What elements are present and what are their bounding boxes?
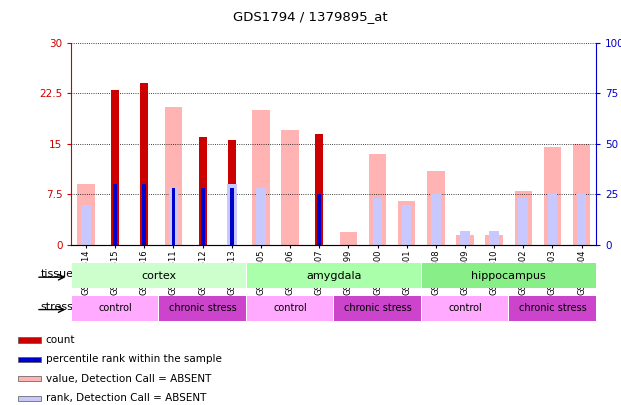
Bar (548, 194, 557, 245)
Text: chronic stress: chronic stress (519, 303, 586, 313)
Bar (431, 194, 441, 245)
Text: tissue: tissue (40, 269, 73, 279)
Bar (252, 110, 270, 245)
Text: GDS1794 / 1379895_at: GDS1794 / 1379895_at (233, 10, 388, 23)
Bar (19, 357, 42, 362)
Bar (256, 188, 266, 245)
Bar (422, 263, 596, 288)
Bar (577, 194, 586, 245)
Bar (247, 263, 420, 288)
Bar (398, 201, 415, 245)
Bar (340, 232, 357, 245)
Bar (509, 296, 596, 321)
Text: count: count (45, 335, 75, 345)
Text: control: control (448, 303, 482, 313)
Bar (19, 396, 42, 401)
Bar (247, 296, 333, 321)
Bar (160, 296, 246, 321)
Bar (19, 376, 42, 382)
Text: value, Detection Call = ABSENT: value, Detection Call = ABSENT (45, 374, 211, 384)
Text: stress: stress (40, 302, 73, 312)
Bar (515, 191, 532, 245)
Bar (72, 263, 246, 288)
Text: cortex: cortex (142, 271, 176, 281)
Bar (369, 154, 386, 245)
Bar (140, 83, 148, 245)
Bar (489, 231, 499, 245)
Text: control: control (98, 303, 132, 313)
Text: hippocampus: hippocampus (471, 271, 546, 281)
Bar (486, 235, 503, 245)
Bar (19, 337, 42, 343)
Bar (373, 198, 383, 245)
Text: chronic stress: chronic stress (343, 303, 411, 313)
Bar (317, 194, 321, 245)
Bar (573, 144, 591, 245)
Bar (334, 296, 420, 321)
Bar (169, 188, 178, 245)
Bar (201, 188, 204, 245)
Bar (142, 184, 146, 245)
Bar (113, 184, 117, 245)
Bar (72, 296, 158, 321)
Bar (422, 296, 508, 321)
Bar (519, 198, 528, 245)
Text: control: control (273, 303, 307, 313)
Bar (165, 107, 182, 245)
Bar (315, 134, 323, 245)
Bar (544, 147, 561, 245)
Bar (81, 205, 91, 245)
Bar (199, 137, 207, 245)
Text: amygdala: amygdala (306, 271, 361, 281)
Bar (427, 171, 445, 245)
Text: percentile rank within the sample: percentile rank within the sample (45, 354, 221, 364)
Bar (171, 188, 175, 245)
Bar (111, 90, 119, 245)
Bar (230, 188, 233, 245)
Bar (227, 184, 237, 245)
Bar (281, 130, 299, 245)
Bar (460, 231, 469, 245)
Bar (77, 184, 95, 245)
Bar (228, 141, 236, 245)
Bar (402, 205, 412, 245)
Text: chronic stress: chronic stress (169, 303, 237, 313)
Text: rank, Detection Call = ABSENT: rank, Detection Call = ABSENT (45, 393, 206, 403)
Bar (456, 235, 474, 245)
